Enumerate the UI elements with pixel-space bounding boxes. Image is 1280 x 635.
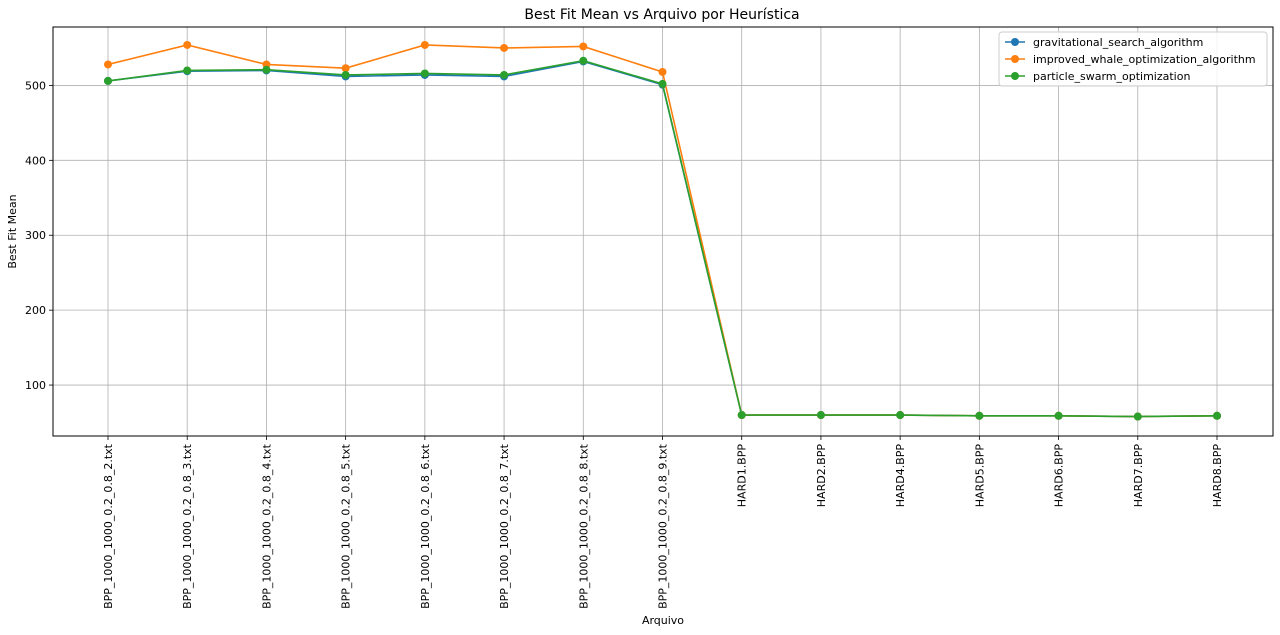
x-axis-label: Arquivo	[642, 614, 684, 627]
x-tick-label: BPP_1000_1000_0.2_0.8_6.txt	[419, 443, 432, 609]
x-tick-label: HARD7.BPP	[1132, 444, 1145, 508]
data-point	[104, 76, 112, 85]
x-tick-label: HARD8.BPP	[1211, 444, 1224, 508]
data-point	[658, 79, 667, 88]
y-tick-label: 500	[25, 79, 46, 92]
x-tick-label: BPP_1000_1000_0.2_0.8_7.txt	[498, 443, 511, 609]
legend: gravitational_search_algorithm improved_w…	[998, 31, 1268, 87]
y-axis-label: Best Fit Mean	[6, 194, 19, 268]
data-point	[341, 70, 350, 79]
x-tick-label: BPP_1000_1000_0.2_0.8_5.txt	[340, 443, 353, 609]
data-point	[816, 411, 825, 420]
legend-label: gravitational_search_algorithm	[1033, 36, 1203, 49]
plot-frame	[52, 26, 1274, 437]
data-point	[183, 66, 192, 75]
legend-label: particle_swarm_optimization	[1033, 70, 1190, 83]
y-tick-label: 200	[25, 304, 46, 317]
series-layer	[104, 40, 1221, 421]
legend-marker	[1011, 72, 1019, 80]
legend-box	[998, 31, 1268, 87]
data-point	[896, 411, 905, 420]
data-point	[183, 40, 192, 49]
chart-title: Best Fit Mean vs Arquivo por Heurística	[524, 7, 799, 23]
legend-marker	[1011, 55, 1019, 63]
x-tick-label: HARD6.BPP	[1053, 444, 1066, 508]
data-point	[737, 411, 746, 420]
axis-ticks: BPP_1000_1000_0.2_0.8_2.txt BPP_1000_1000…	[25, 79, 1224, 608]
data-point	[1133, 412, 1142, 421]
data-point	[975, 411, 984, 420]
grid-lines	[53, 27, 1273, 436]
legend-label: improved_whale_optimization_algorithm	[1033, 53, 1256, 66]
x-tick-label: BPP_1000_1000_0.2_0.8_9.txt	[657, 443, 670, 609]
x-tick-label: HARD1.BPP	[736, 444, 749, 508]
x-tick-label: HARD2.BPP	[815, 444, 828, 508]
series-particle_swarm_optimization	[104, 56, 1221, 421]
x-tick-label: BPP_1000_1000_0.2_0.8_2.txt	[102, 443, 115, 609]
data-point	[579, 56, 588, 65]
x-tick-label: BPP_1000_1000_0.2_0.8_4.txt	[260, 443, 273, 609]
data-point	[658, 67, 667, 76]
data-point	[500, 43, 509, 52]
x-tick-label: BPP_1000_1000_0.2_0.8_3.txt	[181, 443, 194, 609]
legend-marker	[1011, 38, 1019, 46]
x-tick-label: HARD5.BPP	[973, 444, 986, 508]
data-point	[1054, 411, 1063, 420]
data-point	[420, 40, 429, 49]
y-tick-label: 100	[25, 379, 46, 392]
data-point	[1213, 411, 1221, 420]
y-tick-label: 400	[25, 154, 46, 167]
data-point	[262, 65, 271, 74]
data-point	[420, 69, 429, 78]
data-point	[341, 64, 350, 73]
data-point	[104, 60, 112, 69]
x-tick-label: BPP_1000_1000_0.2_0.8_8.txt	[577, 443, 590, 609]
y-tick-label: 300	[25, 229, 46, 242]
data-point	[500, 70, 509, 79]
data-point	[579, 42, 588, 51]
x-tick-label: HARD4.BPP	[894, 444, 907, 508]
